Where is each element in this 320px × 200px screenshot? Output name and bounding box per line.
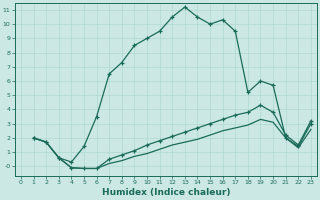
X-axis label: Humidex (Indice chaleur): Humidex (Indice chaleur) xyxy=(102,188,230,197)
